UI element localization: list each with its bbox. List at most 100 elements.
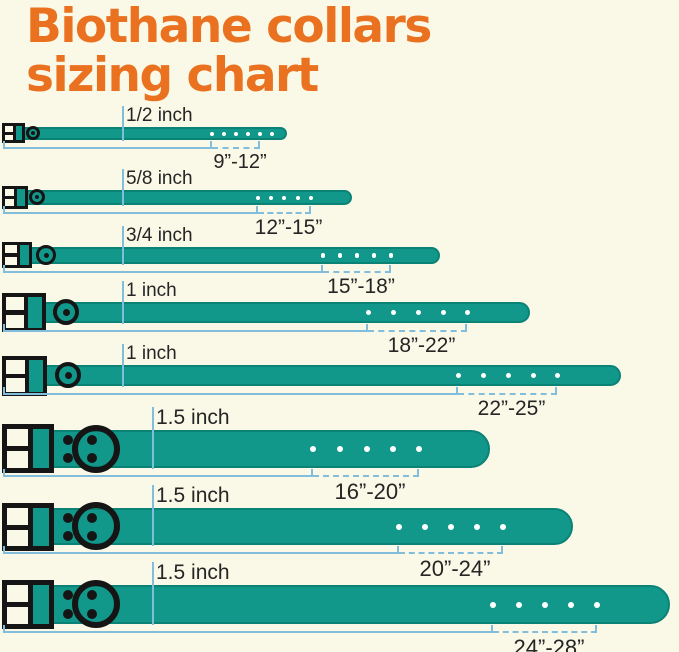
length-bracket bbox=[3, 469, 313, 477]
adjustment-hole bbox=[396, 523, 402, 530]
size-range-label: 16”-20” bbox=[334, 479, 406, 504]
collar-strap bbox=[2, 302, 530, 323]
d-ring-icon bbox=[72, 425, 120, 473]
buckle-icon bbox=[2, 242, 32, 268]
width-label: 3/4 inch bbox=[126, 225, 193, 246]
buckle-prong-icon bbox=[62, 308, 70, 316]
chart-title-line1: Biothane collars bbox=[26, 0, 432, 54]
length-bracket-dashed bbox=[458, 387, 557, 395]
length-bracket bbox=[3, 265, 323, 273]
adjustment-hole bbox=[246, 131, 250, 136]
adjustment-hole bbox=[464, 310, 470, 315]
rivet-icon bbox=[87, 453, 97, 463]
rivet-icon bbox=[63, 531, 73, 541]
rivet-icon bbox=[63, 453, 73, 463]
rivet-icon bbox=[63, 435, 73, 445]
adjustment-hole bbox=[222, 131, 226, 136]
adjustment-hole bbox=[310, 446, 316, 452]
length-bracket-dashed bbox=[258, 206, 311, 214]
adjustment-hole bbox=[448, 523, 454, 530]
chart-title-line2: sizing chart bbox=[26, 48, 319, 103]
size-range-label: 22”-25” bbox=[477, 397, 546, 420]
adjustment-hole bbox=[270, 131, 274, 136]
buckle-center-bar bbox=[6, 310, 29, 315]
buckle-center-bar bbox=[7, 524, 34, 530]
buckle-icon bbox=[2, 123, 25, 143]
buckle-center-bar bbox=[5, 131, 16, 135]
adjustment-hole bbox=[371, 253, 377, 258]
length-bracket-dashed bbox=[493, 625, 597, 633]
adjustment-hole bbox=[422, 523, 428, 530]
length-bracket bbox=[3, 387, 458, 395]
width-label: 1 inch bbox=[126, 280, 177, 301]
adjustment-hole bbox=[390, 310, 396, 315]
size-range-label: 20”-24” bbox=[419, 556, 491, 581]
adjustment-hole bbox=[480, 373, 486, 378]
buckle-center-bar bbox=[7, 446, 34, 451]
length-bracket bbox=[3, 546, 399, 554]
buckle-center-bar bbox=[6, 373, 29, 379]
length-bracket bbox=[3, 324, 368, 332]
rivet-icon bbox=[63, 609, 73, 619]
chart-title: Biothane collars sizing chart bbox=[26, 0, 432, 103]
buckle-center-bar bbox=[5, 196, 18, 199]
d-ring-icon bbox=[36, 245, 56, 265]
adjustment-hole bbox=[415, 310, 421, 315]
adjustment-hole bbox=[320, 253, 326, 258]
buckle-prong-icon bbox=[64, 371, 72, 379]
rivet-icon bbox=[63, 590, 73, 600]
adjustment-hole bbox=[337, 446, 343, 452]
width-label: 1.5 inch bbox=[156, 406, 230, 429]
length-bracket bbox=[3, 141, 212, 149]
adjustment-hole bbox=[365, 310, 371, 315]
size-range-label: 9”-12” bbox=[213, 151, 267, 173]
length-bracket bbox=[3, 206, 258, 214]
collar-strap bbox=[2, 365, 621, 386]
length-bracket-dashed bbox=[323, 265, 391, 273]
width-marker-line bbox=[122, 106, 124, 141]
buckle-icon bbox=[2, 186, 28, 209]
buckle-prong-icon bbox=[31, 131, 35, 135]
d-ring-icon bbox=[55, 362, 81, 388]
buckle-icon bbox=[2, 503, 54, 551]
width-marker-line bbox=[122, 169, 124, 206]
size-range-label: 18”-22” bbox=[387, 334, 456, 357]
adjustment-hole bbox=[455, 373, 461, 378]
adjustment-hole bbox=[337, 253, 343, 258]
width-marker-line bbox=[152, 485, 154, 546]
rivet-icon bbox=[87, 531, 97, 541]
rivet-icon bbox=[87, 513, 97, 523]
adjustment-hole bbox=[390, 446, 396, 452]
d-ring-icon bbox=[29, 189, 45, 205]
adjustment-hole bbox=[440, 310, 446, 315]
width-marker-line bbox=[122, 281, 124, 324]
adjustment-hole bbox=[256, 195, 260, 200]
buckle-center-bar bbox=[5, 253, 20, 257]
buckle-center-bar bbox=[7, 602, 34, 607]
width-label: 1.5 inch bbox=[156, 561, 230, 584]
width-marker-line bbox=[152, 407, 154, 469]
adjustment-hole bbox=[500, 523, 506, 530]
width-marker-line bbox=[122, 226, 124, 265]
adjustment-hole bbox=[309, 195, 313, 200]
adjustment-hole bbox=[594, 601, 600, 608]
buckle-icon bbox=[2, 356, 47, 396]
length-bracket-dashed bbox=[368, 324, 467, 332]
rivet-icon bbox=[63, 513, 73, 523]
d-ring-icon bbox=[72, 502, 120, 550]
adjustment-hole bbox=[269, 195, 273, 200]
length-bracket-dashed bbox=[212, 141, 260, 149]
width-label: 5/8 inch bbox=[126, 168, 193, 189]
size-range-label: 12”-15” bbox=[254, 216, 323, 239]
size-range-label: 24”-28” bbox=[513, 635, 585, 652]
width-label: 1 inch bbox=[126, 343, 177, 364]
adjustment-hole bbox=[474, 523, 480, 530]
adjustment-hole bbox=[282, 195, 286, 200]
adjustment-hole bbox=[364, 446, 370, 452]
